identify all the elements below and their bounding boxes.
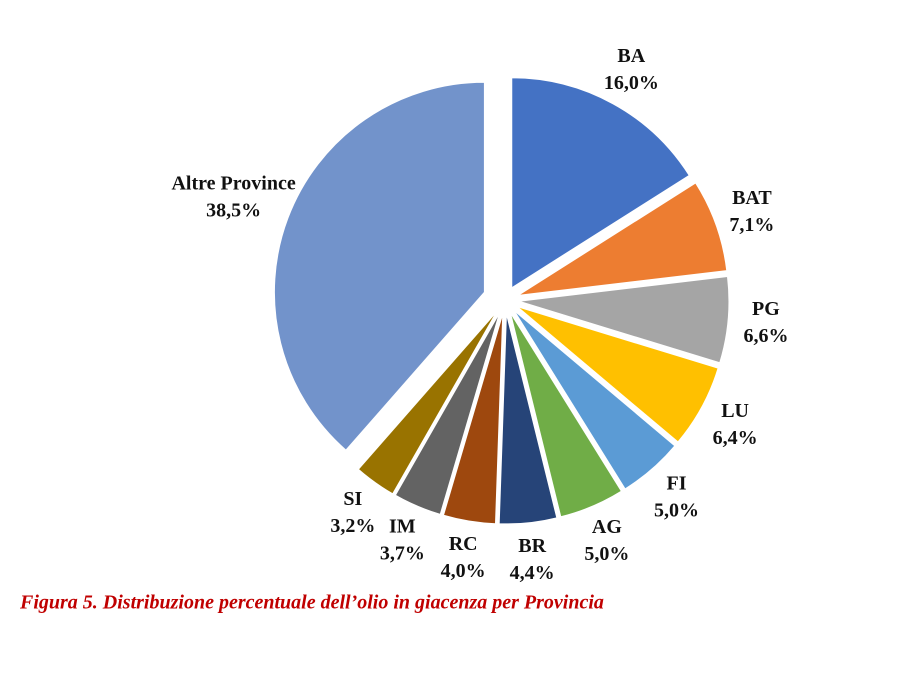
slice-label: BR — [518, 535, 546, 557]
slice-label: AG — [592, 516, 622, 538]
slice-value: 6,4% — [713, 427, 758, 449]
pie-slice — [509, 312, 623, 518]
slice-label: SI — [343, 488, 362, 510]
slice-label: RC — [449, 533, 478, 555]
pie-slice — [498, 313, 558, 525]
slice-label: IM — [389, 516, 416, 538]
slice-value: 4,4% — [510, 562, 555, 584]
caption: Figura 5. Distribuzione percentuale dell… — [19, 592, 604, 614]
slice-value: 38,5% — [206, 199, 261, 221]
pie-slice — [394, 312, 500, 515]
slice-value: 6,6% — [743, 325, 788, 347]
slice-label: BAT — [732, 187, 772, 209]
slice-label: LU — [721, 400, 749, 422]
pie-slice — [517, 182, 728, 296]
slice-label: PG — [752, 298, 780, 320]
slice-label: FI — [667, 473, 687, 495]
pie-slice — [513, 310, 676, 490]
pie-slice — [516, 306, 719, 443]
pie-slice — [273, 81, 485, 451]
pie-slice — [511, 77, 690, 289]
pie-slice — [518, 275, 730, 364]
pie-slice — [357, 311, 498, 495]
slice-label: Altre Province — [171, 172, 295, 194]
slice-value: 7,1% — [729, 214, 774, 236]
pie-slice — [442, 313, 504, 525]
slice-value: 4,0% — [441, 560, 486, 582]
slice-label: BA — [617, 45, 645, 67]
slice-value: 3,2% — [330, 515, 375, 537]
slice-value: 16,0% — [604, 72, 659, 94]
slice-value: 3,7% — [380, 543, 425, 565]
slice-value: 5,0% — [584, 543, 629, 565]
slice-value: 5,0% — [654, 500, 699, 522]
